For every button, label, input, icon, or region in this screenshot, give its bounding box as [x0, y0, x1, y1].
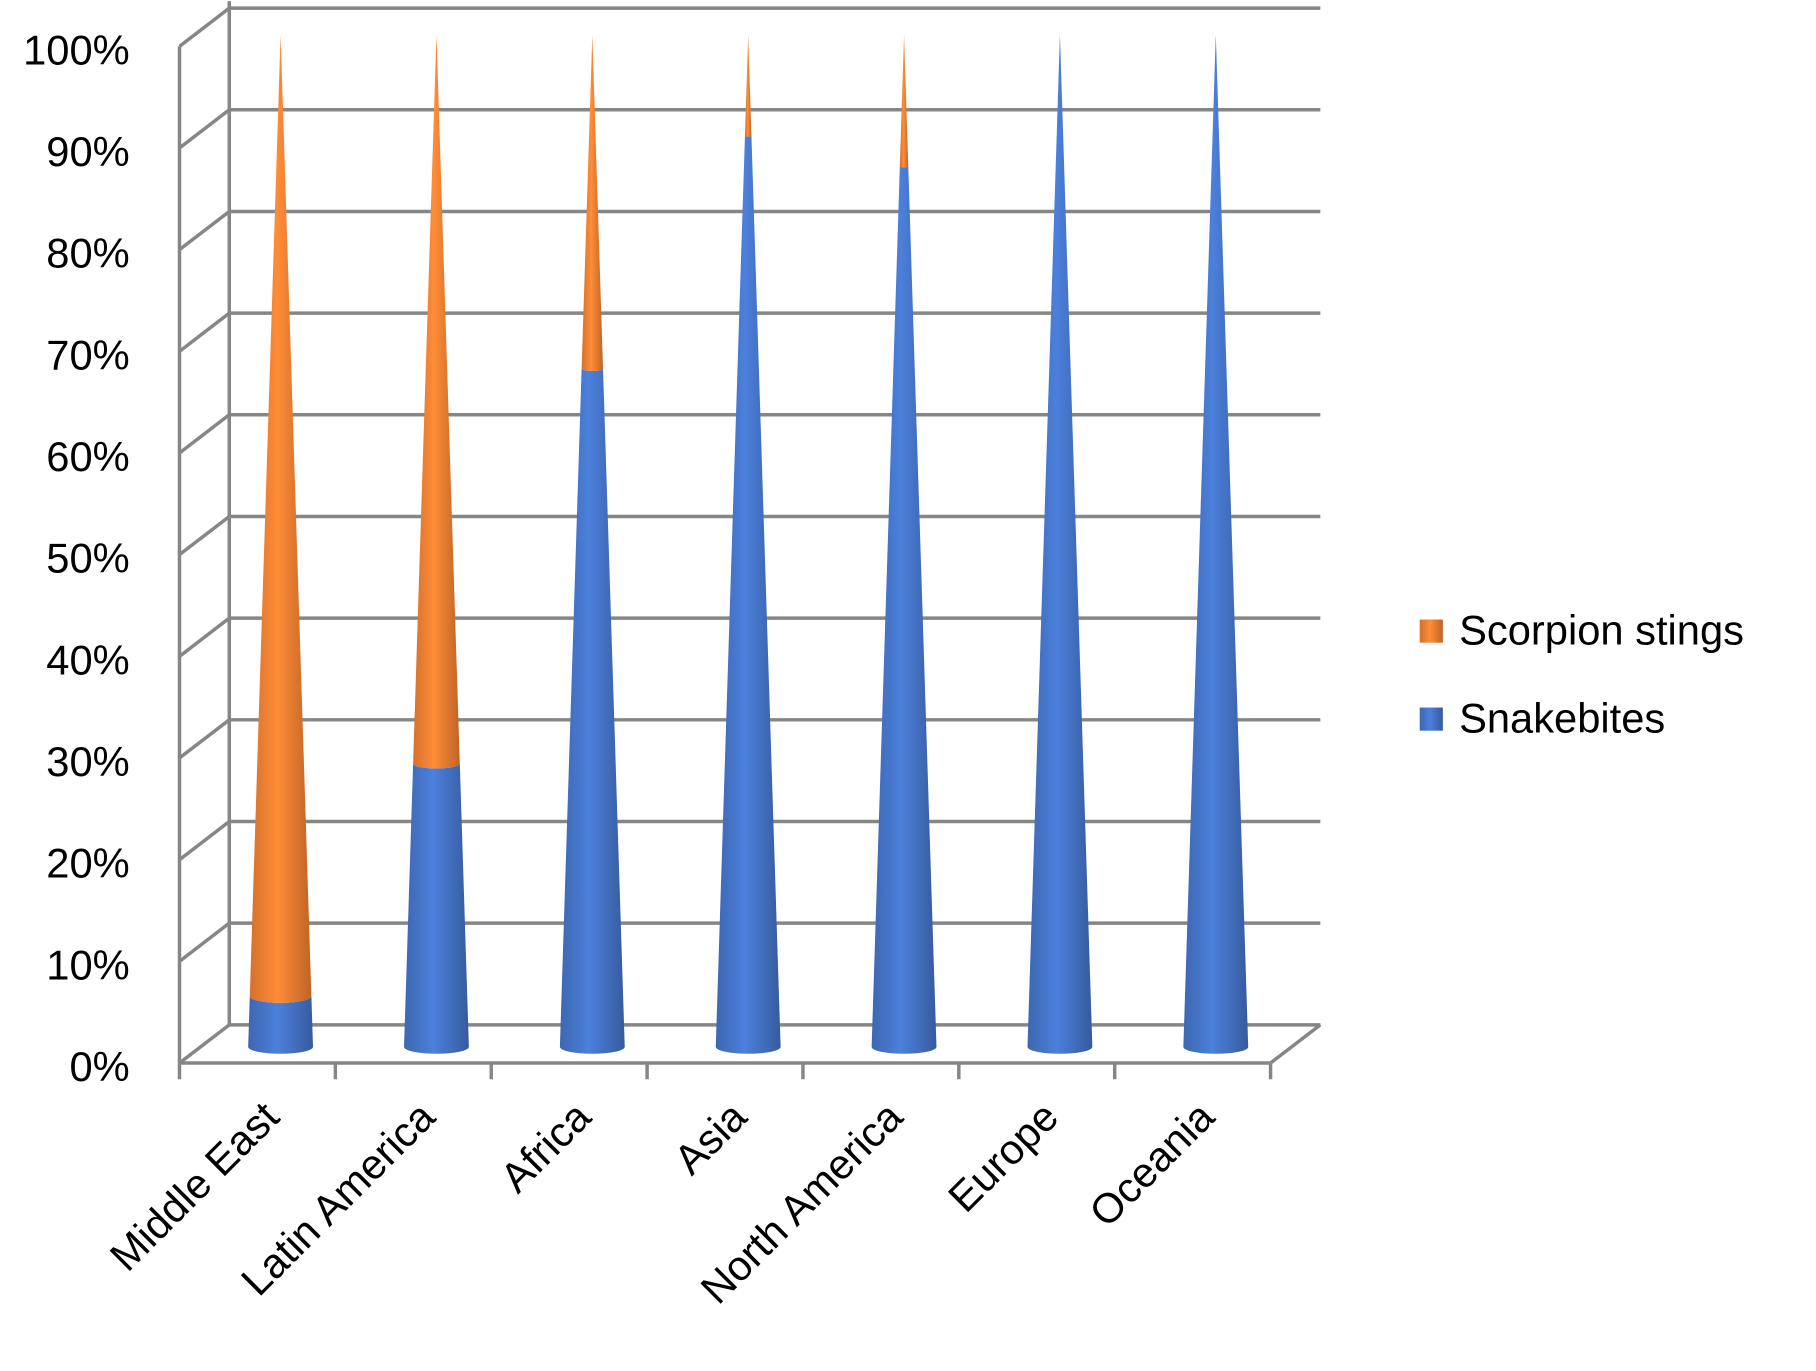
- y-tick-label: 50%: [46, 535, 129, 582]
- grid-depth: [178, 718, 231, 760]
- grid-depth: [178, 210, 231, 252]
- y-tick-label: 90%: [46, 128, 129, 175]
- cone-segment: [581, 34, 604, 372]
- x-tick-label: Africa: [491, 1092, 600, 1201]
- y-tick-label: 10%: [46, 941, 129, 988]
- cone-segment: [413, 34, 460, 769]
- cone-segment: [248, 996, 314, 1054]
- legend-label: Scorpion stings: [1459, 606, 1744, 653]
- grid-depth: [178, 616, 231, 658]
- y-tick-label: 100%: [23, 26, 130, 73]
- y-tick-label: 70%: [46, 331, 129, 378]
- x-tick-label: Oceania: [1080, 1092, 1224, 1236]
- cone-segment: [871, 166, 937, 1054]
- grid-depth: [178, 6, 231, 48]
- legend-label: Snakebites: [1459, 694, 1665, 741]
- grid-depth: [178, 413, 231, 455]
- grid-depth: [178, 1023, 231, 1065]
- legend-swatch: [1419, 707, 1443, 731]
- y-tick-label: 60%: [46, 433, 129, 480]
- cone-segment: [404, 763, 469, 1054]
- cone-segment: [744, 34, 752, 137]
- cone-segment: [559, 368, 625, 1054]
- cone-segment: [715, 135, 781, 1054]
- x-tick-label: Asia: [665, 1092, 756, 1183]
- cone-segment: [249, 34, 312, 1003]
- y-tick-label: 40%: [46, 636, 129, 683]
- plot: 0%10%20%30%40%50%60%70%80%90%100%Middle …: [23, 1, 1744, 1313]
- y-tick-label: 80%: [46, 230, 129, 277]
- y-tick-label: 30%: [46, 738, 129, 785]
- floor-edge: [1269, 1023, 1322, 1065]
- x-tick-label: Europe: [939, 1093, 1067, 1221]
- cone-segment: [899, 34, 909, 168]
- legend-swatch: [1419, 619, 1443, 643]
- y-tick-label: 20%: [46, 840, 129, 887]
- grid-depth: [178, 108, 231, 150]
- grid-depth: [178, 311, 231, 353]
- cone-segment: [1027, 34, 1093, 1054]
- grid-depth: [178, 515, 231, 557]
- grid-depth: [178, 820, 231, 862]
- grid-depth: [178, 921, 231, 963]
- cone-segment: [1183, 34, 1249, 1054]
- y-tick-label: 0%: [69, 1043, 129, 1090]
